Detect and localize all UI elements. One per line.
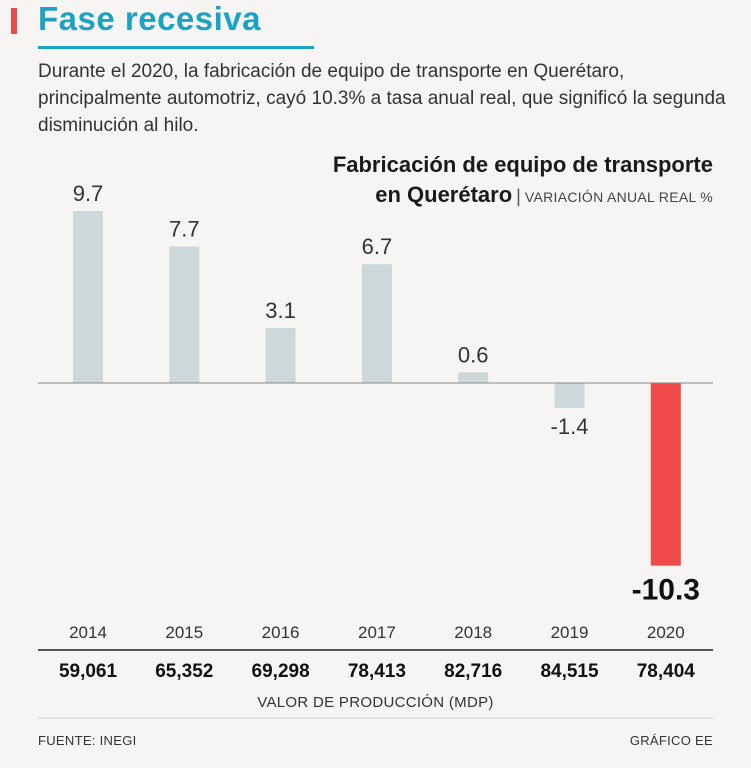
source: FUENTE: INEGI <box>38 733 137 748</box>
value-label-2017: 6.7 <box>362 234 393 259</box>
bar-2014 <box>73 211 103 383</box>
intro-paragraph: Durante el 2020, la fabricación de equip… <box>38 61 726 136</box>
chart-title: Fabricación de equipo de transporte en Q… <box>193 150 713 212</box>
production-value-2015: 65,352 <box>155 661 213 682</box>
value-label-2019: -1.4 <box>551 414 589 439</box>
value-label-2015: 7.7 <box>169 216 200 241</box>
year-label-2019: 2019 <box>551 623 589 642</box>
chart-title-line2: en Querétaro <box>375 182 513 207</box>
chart-title-line1: Fabricación de equipo de transporte <box>332 152 713 177</box>
production-value-2016: 69,298 <box>252 661 310 682</box>
value-label-2020: -10.3 <box>632 574 700 607</box>
production-value-2020: 78,404 <box>637 661 696 682</box>
production-label: VALOR DE PRODUCCIÓN (MDP) <box>257 694 494 711</box>
accent-bar <box>11 8 17 34</box>
bar-2018 <box>458 372 489 383</box>
year-label-2015: 2015 <box>165 623 203 642</box>
production-value-2019: 84,515 <box>540 661 599 682</box>
credit: GRÁFICO EE <box>629 733 713 748</box>
year-label-2020: 2020 <box>647 623 685 642</box>
production-value-2018: 82,716 <box>444 661 502 682</box>
year-label-2018: 2018 <box>454 623 492 642</box>
bar-2015 <box>169 246 200 383</box>
chart-unit: VARIACIÓN ANUAL REAL % <box>524 189 713 205</box>
bar-2016 <box>265 328 296 383</box>
year-label-2017: 2017 <box>358 623 396 642</box>
value-label-2014: 9.7 <box>73 181 104 206</box>
chart-title-line2-row: en Querétaro | VARIACIÓN ANUAL REAL % <box>193 180 713 212</box>
production-value-2017: 78,413 <box>348 661 406 682</box>
bar-2020 <box>650 383 681 566</box>
bar-2019 <box>554 383 585 408</box>
bar-2017 <box>361 264 392 383</box>
value-label-2018: 0.6 <box>458 342 489 367</box>
production-value-2014: 59,061 <box>59 661 118 682</box>
value-label-2016: 3.1 <box>265 298 296 323</box>
year-label-2014: 2014 <box>69 623 107 642</box>
year-label-2016: 2016 <box>262 623 300 642</box>
headline: Fase recesiva <box>38 0 262 37</box>
title-separator: | <box>516 186 521 206</box>
headline-rule <box>38 46 314 49</box>
